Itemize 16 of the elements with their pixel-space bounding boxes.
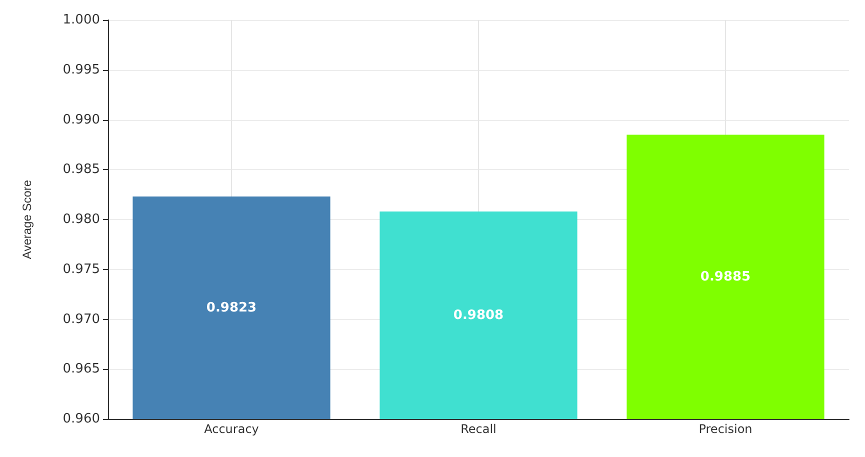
- x-tick-label: Recall: [460, 422, 496, 436]
- y-tick-label: 1.000: [62, 12, 100, 28]
- y-axis-title: Average Score: [20, 180, 34, 260]
- data-label: 0.9808: [453, 308, 504, 323]
- y-tick-label: 0.975: [62, 262, 100, 277]
- y-tick-label: 0.995: [62, 62, 100, 78]
- x-tick-label: Precision: [698, 422, 752, 436]
- x-tick-label: Accuracy: [204, 422, 259, 436]
- y-tick-label: 0.970: [62, 312, 100, 327]
- y-tick-label: 0.990: [62, 112, 100, 128]
- y-tick-label: 0.960: [62, 412, 100, 426]
- data-label: 0.9885: [700, 269, 751, 284]
- y-tick-label: 0.965: [62, 362, 100, 377]
- y-tick-label: 0.980: [62, 212, 100, 227]
- y-tick-label: 0.985: [62, 162, 100, 178]
- data-label: 0.9823: [206, 300, 257, 316]
